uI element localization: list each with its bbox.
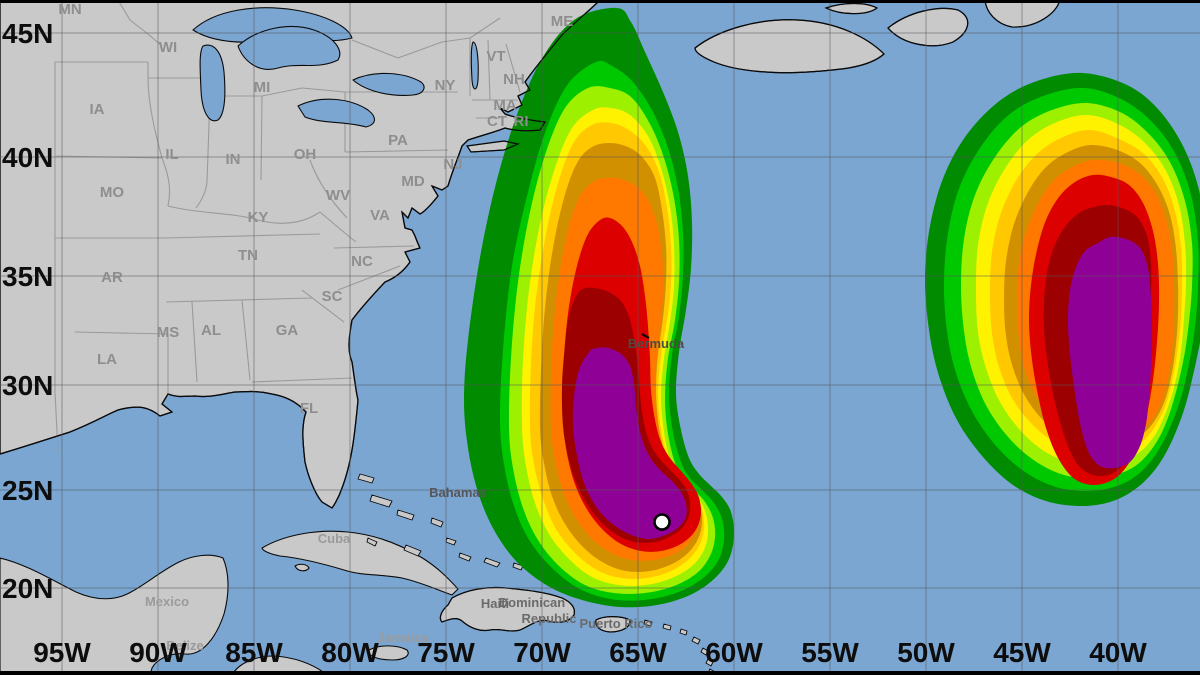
state-label-MD: MD xyxy=(401,173,424,190)
lon-axis-label-60W: 60W xyxy=(705,637,763,668)
place-label-jamaica: Jamaica xyxy=(377,630,429,645)
great-lakes xyxy=(192,7,479,128)
place-label-belize: Belize xyxy=(166,638,204,653)
lat-lon-gridlines xyxy=(0,3,1200,671)
place-label-haiti: Haiti xyxy=(481,596,509,611)
left-storm-probability-band-purple xyxy=(572,347,687,539)
lat-axis-label-35N: 35N xyxy=(2,261,53,292)
place-label-bermuda: Bermuda xyxy=(628,336,685,351)
state-label-MN: MN xyxy=(58,1,81,18)
lon-axis-label-95W: 95W xyxy=(33,637,91,668)
state-label-KY: KY xyxy=(248,209,269,226)
lat-axis-label-25N: 25N xyxy=(2,475,53,506)
cuba-island xyxy=(261,530,459,596)
honduras xyxy=(231,655,326,675)
caribbean-lands xyxy=(0,473,716,675)
lon-axis-label-50W: 50W xyxy=(897,637,955,668)
place-label-dominican: Dominican xyxy=(499,595,566,610)
storm-probability-contours xyxy=(464,7,1200,608)
land-layer xyxy=(0,0,1061,675)
state-label-WV: WV xyxy=(326,187,350,204)
lake-michigan xyxy=(199,44,226,122)
state-label-ME: ME xyxy=(551,13,574,30)
state-label-FL: FL xyxy=(300,400,318,417)
lon-axis-label-85W: 85W xyxy=(225,637,283,668)
state-label-AL: AL xyxy=(201,322,221,339)
state-label-TN: TN xyxy=(238,247,258,264)
state-label-NH: NH xyxy=(503,71,525,88)
state-label-MO: MO xyxy=(100,184,124,201)
bottom-frame-bar xyxy=(0,671,1200,675)
state-label-IL: IL xyxy=(165,146,178,163)
lon-axis-label-65W: 65W xyxy=(609,637,667,668)
state-label-VT: VT xyxy=(486,48,505,65)
state-label-OH: OH xyxy=(294,146,317,163)
lon-axis-label-80W: 80W xyxy=(321,637,379,668)
lake-champlain xyxy=(470,41,479,90)
storm-position-marker xyxy=(653,513,671,531)
coastline-overlay xyxy=(0,0,1061,633)
lon-axis-label-75W: 75W xyxy=(417,637,475,668)
place-label-bahamas: Bahamas xyxy=(429,485,487,500)
state-label-NC: NC xyxy=(351,253,373,270)
top-frame-bar xyxy=(0,0,1200,3)
state-label-AR: AR xyxy=(101,269,123,286)
place-label-cuba: Cuba xyxy=(318,531,351,546)
state-label-VA: VA xyxy=(370,207,390,224)
lon-axis-label-70W: 70W xyxy=(513,637,571,668)
state-label-CT: CT xyxy=(487,113,507,130)
place-label-puerto-rico: Puerto Rico xyxy=(580,616,653,631)
state-label-WI: WI xyxy=(159,39,177,56)
lat-axis-label-40N: 40N xyxy=(2,142,53,173)
place-label-republic: Republic xyxy=(522,611,577,626)
state-label-PA: PA xyxy=(388,132,408,149)
state-label-MA: MA xyxy=(493,97,516,114)
state-label-GA: GA xyxy=(276,322,299,339)
state-label-RI: RI xyxy=(514,113,529,130)
bahamas-islands xyxy=(357,473,549,581)
state-label-NJ: NJ xyxy=(443,156,462,173)
lon-axis-label-40W: 40W xyxy=(1089,637,1147,668)
state-label-LA: LA xyxy=(97,351,117,368)
lake-huron xyxy=(237,25,341,70)
jamaica-island xyxy=(368,645,409,661)
mexico-central-america xyxy=(0,554,229,675)
state-label-MS: MS xyxy=(157,324,180,341)
lake-ontario xyxy=(352,72,425,96)
right-storm-probability-band-purple xyxy=(1067,236,1152,469)
bermuda-island-tick xyxy=(641,333,650,339)
place-label-mexico: Mexico xyxy=(145,594,189,609)
lat-axis-label-30N: 30N xyxy=(2,370,53,401)
lake-erie xyxy=(297,98,376,128)
isle-of-youth xyxy=(294,563,310,572)
state-label-SC: SC xyxy=(322,288,343,305)
lat-axis-label-20N: 20N xyxy=(2,573,53,604)
lon-axis-label-90W: 90W xyxy=(129,637,187,668)
state-label-IA: IA xyxy=(90,101,105,118)
lat-axis-label-45N: 45N xyxy=(2,18,53,49)
state-label-NY: NY xyxy=(435,77,456,94)
lon-axis-label-45W: 45W xyxy=(993,637,1051,668)
lon-axis-label-55W: 55W xyxy=(801,637,859,668)
state-label-IN: IN xyxy=(226,151,241,168)
state-label-MI: MI xyxy=(254,79,271,96)
axis-labels: 45N 40N 35N 30N 25N 20N 95W 90W 85W 80W 75W 70W 65W 6… xyxy=(2,18,1147,668)
